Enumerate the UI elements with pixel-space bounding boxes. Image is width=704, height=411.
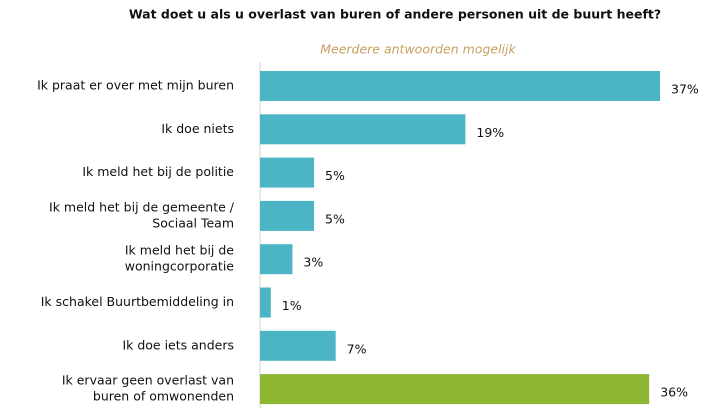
value-label: 7% — [347, 341, 367, 356]
chart-subtitle: Meerdere antwoorden mogelijk — [320, 42, 516, 57]
category-label: Ik doe niets — [161, 121, 234, 136]
bar — [260, 374, 650, 405]
value-label: 5% — [325, 168, 345, 183]
chart-title: Wat doet u als u overlast van buren of a… — [129, 7, 661, 22]
category-label: Ik doe iets anders — [122, 337, 234, 352]
category-label: Ik ervaar geen overlast van — [62, 373, 234, 388]
value-label: 19% — [476, 125, 504, 140]
category-label: Ik praat er over met mijn buren — [37, 78, 234, 93]
category-label: Sociaal Team — [152, 215, 234, 230]
category-label: woningcorporatie — [125, 259, 235, 274]
bar — [260, 71, 660, 101]
value-label: 36% — [660, 385, 688, 400]
value-label: 1% — [282, 298, 302, 313]
category-label: Ik meld het bij de gemeente / — [49, 199, 235, 214]
bar — [260, 330, 336, 361]
bar — [260, 114, 466, 145]
category-label: Ik meld het bij de — [125, 243, 234, 258]
value-label: 5% — [325, 211, 345, 226]
category-label: Ik schakel Buurtbemiddeling in — [41, 294, 234, 309]
value-label: 37% — [671, 82, 699, 97]
bar — [260, 287, 271, 318]
value-label: 3% — [303, 255, 323, 270]
category-label: Ik meld het bij de politie — [82, 164, 234, 179]
category-label: buren of omwonenden — [93, 389, 234, 404]
bar — [260, 157, 315, 188]
bar — [260, 200, 315, 231]
bar — [260, 244, 293, 275]
